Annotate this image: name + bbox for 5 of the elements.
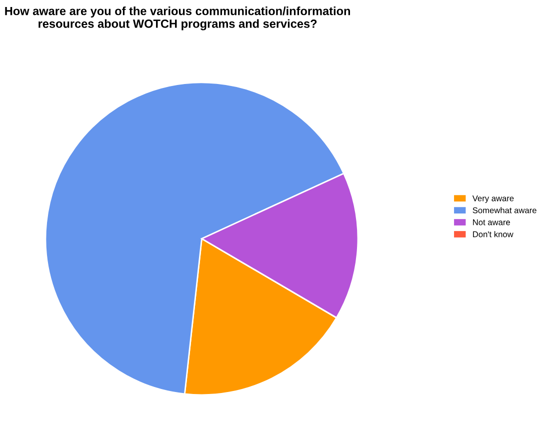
- legend-label: Very aware: [472, 195, 514, 203]
- chart-title: How aware are you of the various communication/information resources about WOTCH programs and services?: [5, 6, 350, 30]
- legend-label: Not aware: [473, 219, 510, 226]
- legend-label: Don't know: [473, 231, 514, 238]
- legend-label: Somewhat aware: [472, 207, 536, 214]
